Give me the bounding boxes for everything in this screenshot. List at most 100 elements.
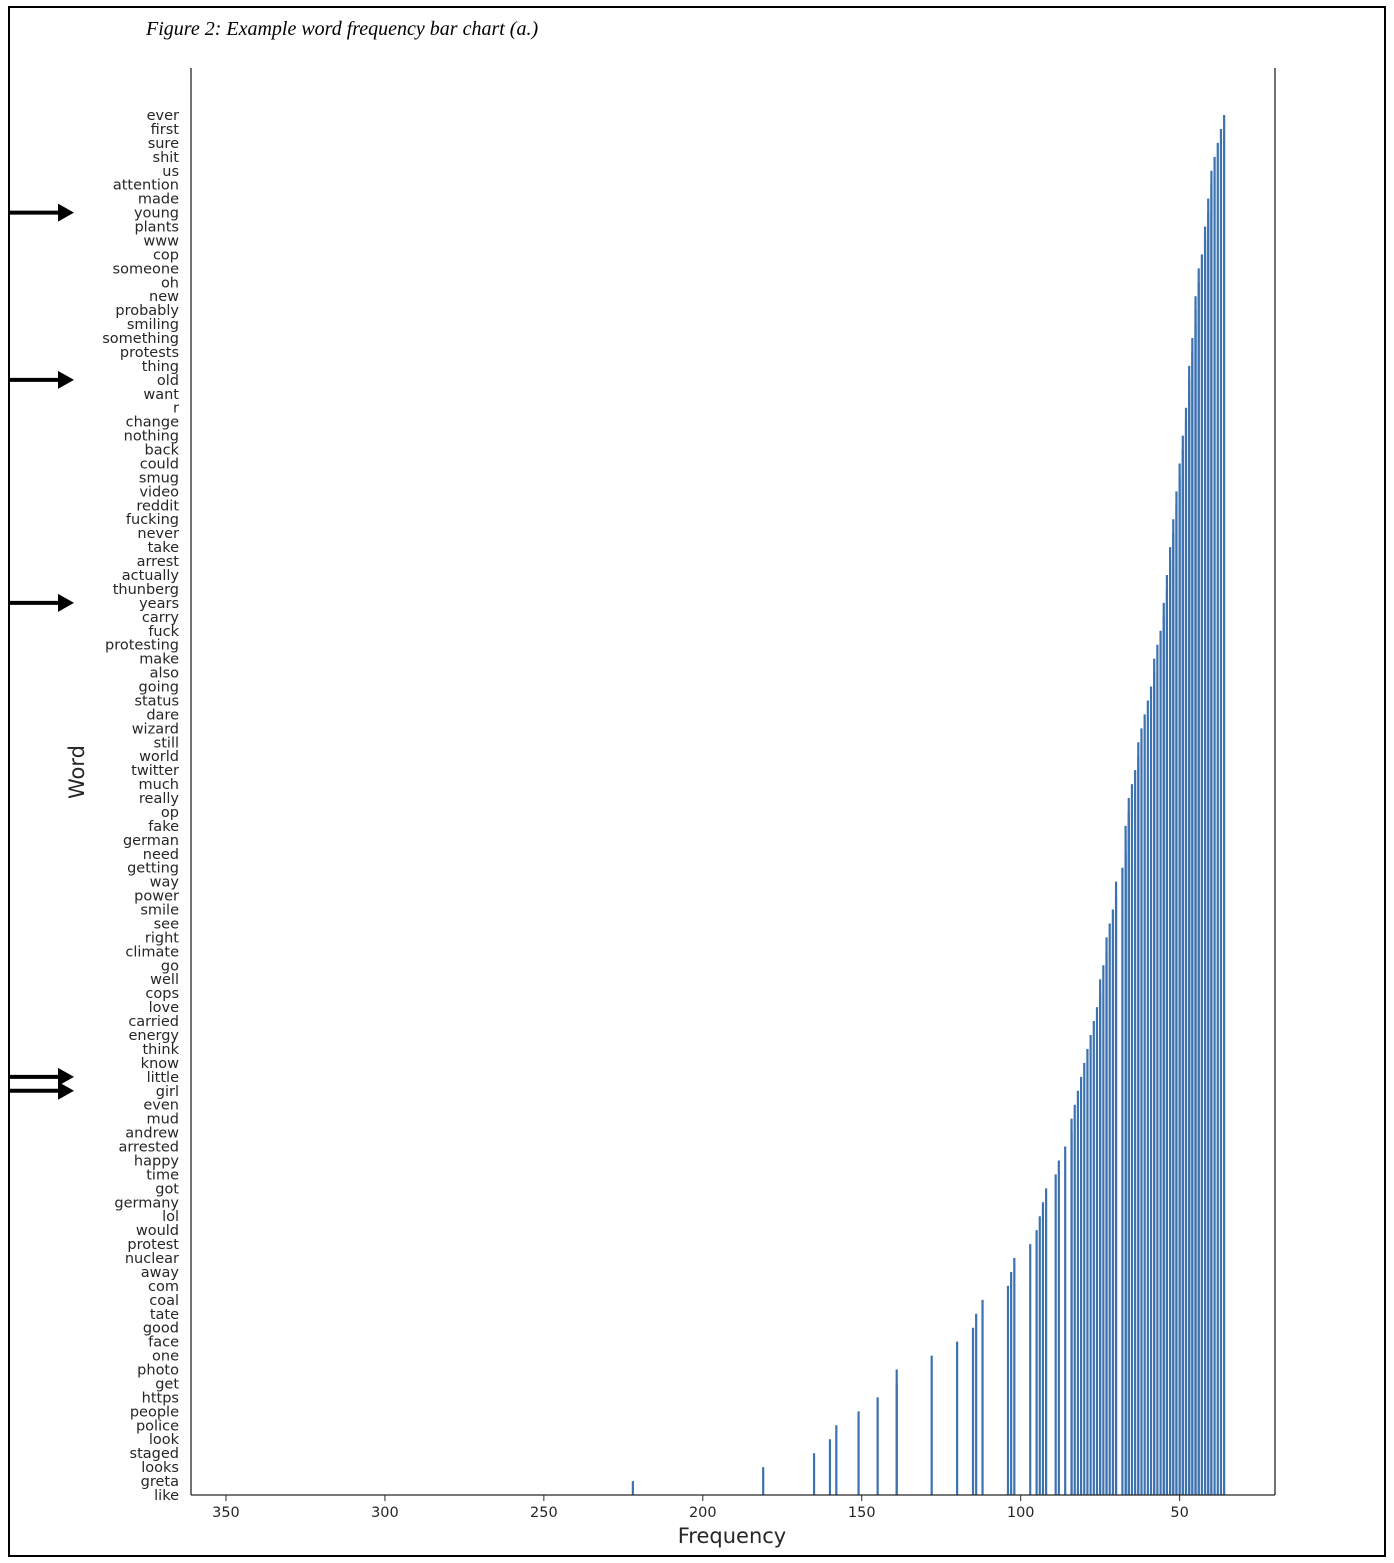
y-tick-label-carry: carry bbox=[142, 610, 180, 626]
y-tick-label-looks: looks bbox=[141, 1460, 179, 1476]
y-tick-label-much: much bbox=[139, 777, 179, 793]
y-tick-label-actually: actually bbox=[122, 568, 180, 584]
y-tick-label-probably: probably bbox=[115, 303, 179, 319]
figure-frame bbox=[8, 6, 1386, 1557]
y-tick-label-energy: energy bbox=[128, 1028, 179, 1044]
y-tick-label-love: love bbox=[149, 1000, 179, 1016]
y-tick-label-twitter: twitter bbox=[131, 763, 179, 779]
y-tick-label-need: need bbox=[143, 847, 179, 863]
y-tick-label-time: time bbox=[146, 1167, 179, 1183]
y-tick-label-young: young bbox=[134, 206, 179, 222]
y-tick-label-going: going bbox=[139, 680, 180, 696]
y-tick-label-world: world bbox=[139, 749, 179, 765]
y-tick-label-tate: tate bbox=[150, 1307, 179, 1323]
y-tick-label-go: go bbox=[161, 958, 179, 974]
x-tick-label-100: 100 bbox=[1007, 1505, 1035, 1521]
y-tick-label-know: know bbox=[141, 1056, 179, 1072]
y-tick-label-want: want bbox=[143, 387, 179, 403]
y-tick-label-r: r bbox=[173, 401, 179, 417]
y-tick-label-protests: protests bbox=[120, 345, 179, 361]
y-tick-label-never: never bbox=[137, 526, 179, 542]
y-tick-label-could: could bbox=[140, 456, 179, 472]
arrow-little bbox=[10, 1067, 74, 1086]
y-tick-label-wizard: wizard bbox=[132, 721, 179, 737]
x-axis-label: Frequency bbox=[678, 1524, 787, 1548]
y-tick-label-reddit: reddit bbox=[136, 498, 179, 514]
y-tick-label-fuck: fuck bbox=[148, 624, 179, 640]
y-tick-label-still: still bbox=[154, 735, 179, 751]
y-tick-label-status: status bbox=[134, 693, 179, 709]
y-tick-label-back: back bbox=[145, 443, 180, 459]
y-tick-label-getting: getting bbox=[127, 861, 179, 877]
y-tick-label-police: police bbox=[136, 1418, 179, 1434]
y-tick-label-new: new bbox=[149, 289, 179, 305]
y-tick-label-thing: thing bbox=[142, 359, 179, 375]
y-tick-label-coal: coal bbox=[149, 1293, 179, 1309]
y-tick-label-see: see bbox=[154, 916, 179, 932]
y-tick-label-com: com bbox=[148, 1279, 179, 1295]
y-axis-label: Word bbox=[65, 745, 89, 799]
y-tick-label-something: something bbox=[102, 331, 179, 347]
y-tick-label-right: right bbox=[145, 930, 179, 946]
y-tick-label-plants: plants bbox=[134, 220, 179, 236]
y-tick-label-climate: climate bbox=[125, 944, 179, 960]
x-tick-label-150: 150 bbox=[848, 1505, 876, 1521]
y-tick-label-fucking: fucking bbox=[126, 512, 179, 528]
y-tick-label-think: think bbox=[143, 1042, 180, 1058]
y-tick-label-smiling: smiling bbox=[127, 317, 179, 333]
y-tick-label-happy: happy bbox=[134, 1153, 179, 1169]
y-tick-label-us: us bbox=[162, 164, 179, 180]
x-tick-label-200: 200 bbox=[689, 1505, 717, 1521]
y-tick-label-away: away bbox=[141, 1265, 180, 1281]
y-tick-label-op: op bbox=[161, 805, 179, 821]
y-tick-label-smile: smile bbox=[140, 903, 179, 919]
arrow-markers bbox=[10, 203, 74, 1100]
y-tick-label-german: german bbox=[123, 833, 179, 849]
y-tick-label-protest: protest bbox=[127, 1237, 179, 1253]
x-tick-label-50: 50 bbox=[1170, 1505, 1188, 1521]
arrow-years bbox=[10, 593, 74, 612]
arrow-young bbox=[10, 203, 74, 222]
y-tick-label-way: way bbox=[150, 875, 180, 891]
y-tick-label-old: old bbox=[157, 373, 179, 389]
y-tick-label-fake: fake bbox=[148, 819, 179, 835]
y-tick-label-girl: girl bbox=[156, 1084, 179, 1100]
y-tick-label-lol: lol bbox=[162, 1209, 179, 1225]
y-tick-label-would: would bbox=[136, 1223, 179, 1239]
y-tick-label-dare: dare bbox=[146, 707, 179, 723]
y-tick-label-www: www bbox=[143, 233, 179, 249]
y-tick-label-face: face bbox=[148, 1335, 179, 1351]
x-tick-label-300: 300 bbox=[371, 1505, 399, 1521]
y-tick-label-first: first bbox=[151, 122, 180, 138]
y-tick-label-protesting: protesting bbox=[105, 638, 179, 654]
y-tick-label-also: also bbox=[150, 666, 179, 682]
y-tick-label-cops: cops bbox=[145, 986, 179, 1002]
y-tick-label-take: take bbox=[148, 540, 179, 556]
y-tick-label-one: one bbox=[152, 1349, 179, 1365]
y-tick-label-germany: germany bbox=[114, 1195, 179, 1211]
arrow-girl bbox=[10, 1081, 74, 1100]
y-tick-label-mud: mud bbox=[146, 1112, 179, 1128]
y-tick-label-arrest: arrest bbox=[137, 554, 180, 570]
x-tick-label-350: 350 bbox=[212, 1505, 240, 1521]
y-tick-label-photo: photo bbox=[137, 1363, 179, 1379]
y-tick-label-nothing: nothing bbox=[124, 429, 179, 445]
y-tick-label-ever: ever bbox=[147, 108, 179, 124]
y-tick-label-someone: someone bbox=[113, 261, 180, 277]
x-ticks: 350 300 250 200 150 100 50 bbox=[212, 1495, 1189, 1521]
y-tick-label-people: people bbox=[130, 1404, 179, 1420]
arrow-old bbox=[10, 370, 74, 389]
y-tick-label-made: made bbox=[138, 192, 179, 208]
y-tick-label-attention: attention bbox=[113, 178, 179, 194]
y-tick-label-andrew: andrew bbox=[125, 1126, 179, 1142]
y-tick-label-https: https bbox=[142, 1390, 179, 1406]
y-tick-label-well: well bbox=[150, 972, 179, 988]
y-tick-label-arrested: arrested bbox=[118, 1140, 179, 1156]
y-tick-label-really: really bbox=[139, 791, 180, 807]
y-tick-label-change: change bbox=[126, 415, 179, 431]
y-tick-label-greta: greta bbox=[141, 1474, 179, 1490]
y-tick-label-smug: smug bbox=[139, 470, 179, 486]
y-tick-label-make: make bbox=[139, 652, 179, 668]
y-tick-label-good: good bbox=[143, 1321, 179, 1337]
